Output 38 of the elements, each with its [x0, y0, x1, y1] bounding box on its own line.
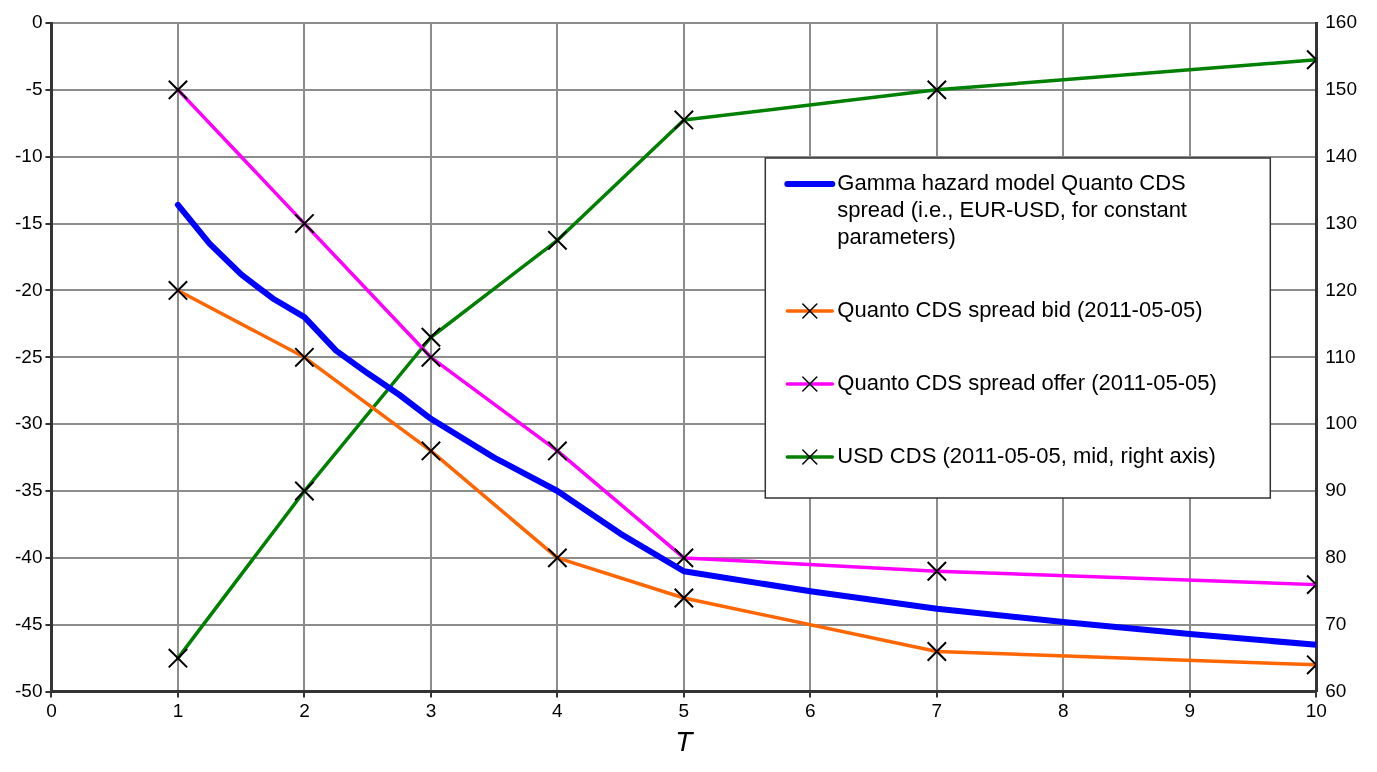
y-tick-label: 0: [31, 11, 43, 33]
y2-tick-label: 80: [1325, 546, 1347, 568]
x-tick-label: 0: [46, 700, 57, 722]
x-tick-label: 1: [172, 700, 184, 722]
legend-label: USD CDS (2011-05-05, mid, right axis): [837, 443, 1216, 469]
y2-tick-label: 60: [1325, 679, 1347, 701]
x-tick-label: 8: [1058, 700, 1069, 722]
y-tick-label: -50: [14, 679, 43, 701]
legend-label: Gamma hazard model Quanto CDS spread (i.e., EUR-USD, for constant parameters): [837, 170, 1187, 250]
y2-tick-label: 130: [1325, 211, 1357, 233]
y2-tick-label: 90: [1325, 479, 1347, 501]
y-tick-label: -45: [14, 612, 43, 634]
y-tick-label: -30: [14, 412, 43, 434]
x-tick-label: 2: [299, 700, 310, 722]
x-tick-label: 4: [552, 700, 564, 722]
x-tick-label: 9: [1184, 700, 1196, 722]
y2-tick-label: 110: [1325, 345, 1356, 367]
y-tick-label: -20: [14, 278, 43, 300]
x-tick-label: 7: [931, 700, 943, 722]
y-tick-label: -35: [14, 479, 43, 501]
y-tick-label: -25: [14, 345, 43, 367]
y-tick-label: -10: [14, 144, 43, 166]
legend-label: Quanto CDS spread bid (2011-05-05): [837, 297, 1203, 323]
y-tick-label: -5: [25, 78, 43, 100]
y2-tick-label: 140: [1325, 144, 1357, 166]
y2-tick-label: 150: [1325, 78, 1357, 100]
y-tick-label: -40: [14, 546, 43, 568]
x-tick-label: 5: [678, 700, 690, 722]
legend-label: Quanto CDS spread offer (2011-05-05): [837, 370, 1217, 396]
y-tick-label: -15: [14, 211, 43, 233]
x-tick-label: 10: [1305, 700, 1327, 722]
y2-tick-label: 160: [1325, 11, 1357, 33]
x-tick-label: 6: [805, 700, 816, 722]
y2-tick-label: 100: [1325, 412, 1357, 434]
y2-tick-label: 120: [1325, 278, 1357, 300]
x-axis-title: T: [675, 726, 695, 757]
y2-tick-label: 70: [1325, 612, 1347, 634]
x-tick-label: 3: [425, 700, 437, 722]
